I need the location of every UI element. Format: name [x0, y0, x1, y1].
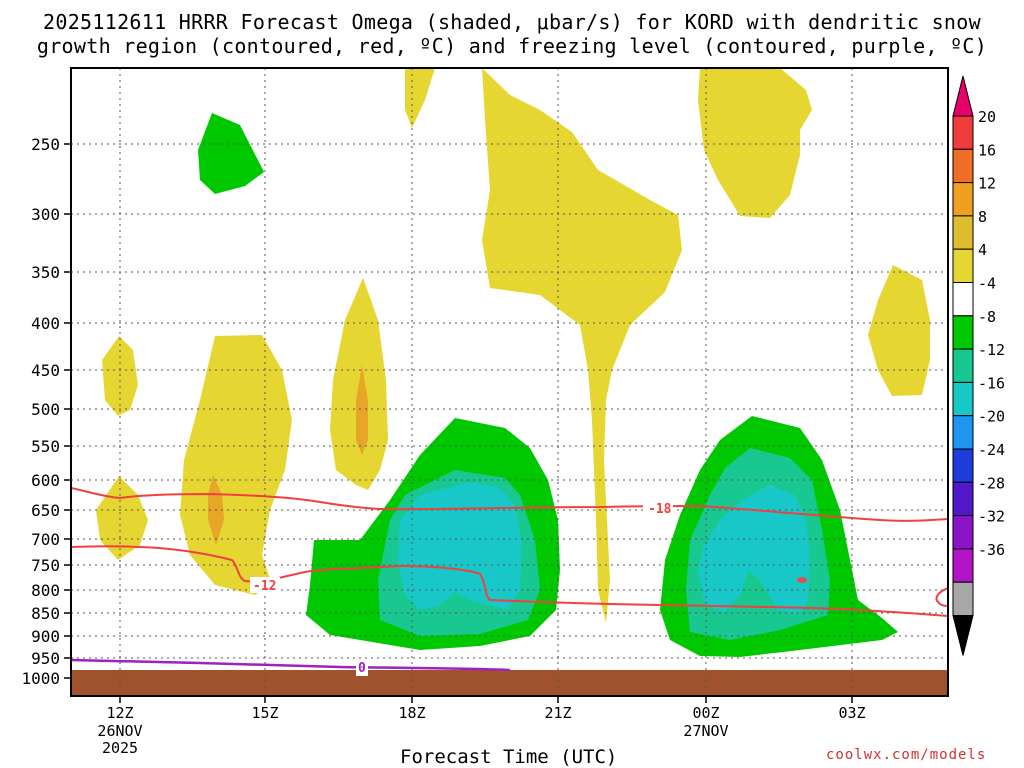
colorbar-label--24: -24	[978, 441, 1005, 459]
omega-cyan-core-18z	[398, 482, 522, 610]
colorbar-swatch-10	[952, 415, 974, 450]
contour-label-minus12: -12	[253, 579, 276, 594]
xtick-label-18Z: 18Z	[398, 704, 425, 722]
chart-title-line1: 2025112611 HRRR Forecast Omega (shaded, …	[43, 10, 981, 34]
colorbar-swatch-9	[952, 381, 974, 417]
colorbar-swatch-12	[952, 481, 974, 517]
colorbar-swatch-6	[952, 282, 974, 317]
omega-rising-area-upper-middle	[482, 68, 682, 623]
colorbar-label--32: -32	[978, 508, 1005, 526]
colorbar-label--8: -8	[978, 308, 996, 326]
contour-label-bg-minus12	[250, 577, 280, 593]
site-credit: coolwx.com/models	[826, 747, 987, 763]
colorbar-cap-top	[952, 75, 974, 117]
colorbar-swatch-8	[952, 348, 974, 383]
xtick-label-12Z: 12Z	[106, 704, 133, 722]
dgz-contour-minus12	[71, 545, 948, 617]
dgz-contour-right-edge	[935, 587, 948, 607]
xtick-label-15Z: 15Z	[251, 704, 278, 722]
omega-red-spot	[797, 577, 807, 583]
omega-rising-area-right-mid	[868, 265, 930, 396]
colorbar-label-12: 12	[978, 175, 996, 193]
colorbar-label--28: -28	[978, 474, 1005, 492]
contours: -18 -12 0	[71, 487, 948, 676]
ytick-label-750: 750	[31, 556, 60, 575]
ytick-label-550: 550	[31, 437, 60, 456]
chart-title-line2: growth region (contoured, red, ºC) and f…	[36, 34, 988, 58]
xtick-label-03Z: 03Z	[838, 704, 865, 722]
colorbar-swatch-2	[952, 148, 974, 184]
contour-label-minus18: -18	[648, 502, 672, 517]
omega-cyan-core-00z	[698, 485, 810, 614]
ytick-label-1000: 1000	[21, 669, 60, 688]
omega-rising-area-15z	[180, 335, 292, 595]
contour-label-bg-zero	[356, 660, 368, 676]
omega-rising-area-top-center	[405, 68, 435, 128]
ytick-label-650: 650	[31, 501, 60, 520]
contour-label-bg-minus18	[643, 500, 673, 516]
x-axis-title: Forecast Time (UTC)	[400, 746, 618, 768]
colorbar-swatch-13	[952, 515, 974, 550]
ytick-label-700: 700	[31, 530, 60, 549]
colorbar-label-20: 20	[978, 108, 996, 126]
colorbar-swatch-7	[952, 315, 974, 350]
colorbar-swatch-14	[952, 548, 974, 583]
colorbar-label-8: 8	[978, 208, 987, 226]
xtick-label-00Z: 00Z	[692, 704, 719, 722]
colorbar: 20 16 12 8 4 -4 -8 -12 -16 -20 -24 -28 -32 -36	[952, 75, 1005, 656]
ytick-label-900: 900	[31, 627, 60, 646]
colorbar-swatch-5	[952, 248, 974, 283]
omega-shading	[96, 68, 930, 657]
ytick-label-450: 450	[31, 361, 60, 380]
ytick-label-850: 850	[31, 604, 60, 623]
omega-green-area-upper-left	[198, 113, 264, 194]
colorbar-label--36: -36	[978, 541, 1005, 559]
ytick-label-350: 350	[31, 263, 60, 282]
ytick-label-300: 300	[31, 205, 60, 224]
ytick-label-500: 500	[31, 400, 60, 419]
colorbar-label--4: -4	[978, 275, 996, 293]
ytick-label-250: 250	[31, 135, 60, 154]
colorbar-swatch-1	[952, 115, 974, 150]
ytick-label-800: 800	[31, 581, 60, 600]
y-axis: 250 300 350 400 450 500 550 600 650 700 750 800 850 9…	[21, 135, 71, 688]
ytick-label-600: 600	[31, 471, 60, 490]
colorbar-label--16: -16	[978, 374, 1005, 392]
ytick-label-950: 950	[31, 649, 60, 668]
colorbar-cap-bottom	[952, 615, 974, 656]
contour-label-freezing-zero: 0	[358, 661, 366, 676]
xtick-year-12Z: 2025	[102, 739, 138, 757]
colorbar-label-4: 4	[978, 241, 987, 259]
xtick-date-12Z: 26NOV	[97, 722, 142, 740]
ytick-label-400: 400	[31, 314, 60, 333]
colorbar-label--20: -20	[978, 408, 1005, 426]
omega-orange-core-17z	[356, 365, 368, 455]
colorbar-label-16: 16	[978, 141, 996, 159]
colorbar-swatch-11	[952, 448, 974, 483]
xtick-date-00Z: 27NOV	[683, 722, 728, 740]
colorbar-swatch-4	[952, 215, 974, 250]
ground-terrain	[71, 670, 948, 696]
omega-rising-area-upper-right	[698, 68, 812, 218]
xtick-label-21Z: 21Z	[544, 704, 571, 722]
colorbar-swatch-15	[952, 581, 974, 617]
colorbar-swatch-3	[952, 182, 974, 217]
colorbar-label--12: -12	[978, 341, 1005, 359]
freezing-level-contour	[71, 658, 511, 672]
plot-frame	[70, 67, 949, 697]
dgz-contour-minus18	[71, 487, 948, 522]
